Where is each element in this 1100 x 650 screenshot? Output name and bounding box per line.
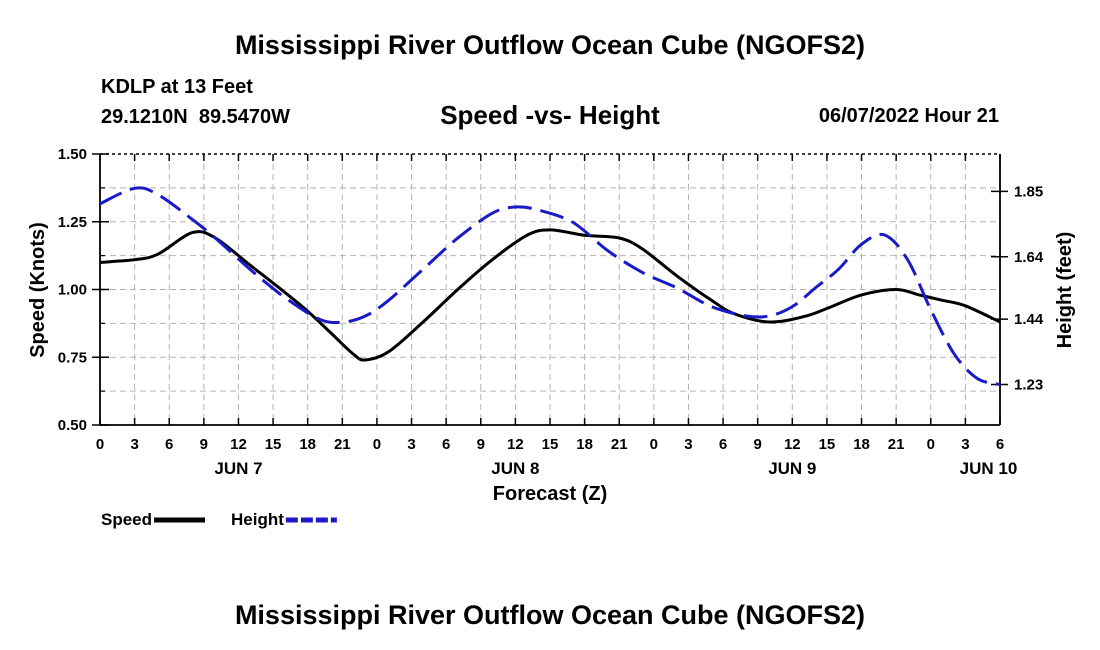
x-tick-label: 6: [165, 436, 173, 453]
y2-tick-label: 1.44: [1014, 311, 1044, 328]
station-label: KDLP at 13 Feet: [101, 76, 253, 98]
x-tick-label: 18: [576, 436, 593, 453]
y-tick-label: 1.00: [58, 282, 87, 299]
y2-axis-label: Height (feet): [1054, 232, 1076, 349]
x-tick-label: 15: [819, 436, 836, 453]
date-label: JUN 10: [960, 459, 1018, 478]
legend-label-height: Height: [231, 510, 284, 529]
x-tick-label: 3: [961, 436, 969, 453]
x-tick-label: 9: [754, 436, 762, 453]
y-tick-label: 0.50: [58, 417, 87, 434]
x-tick-label: 18: [299, 436, 316, 453]
x-tick-label: 18: [853, 436, 870, 453]
x-axis-label: Forecast (Z): [493, 483, 607, 505]
x-tick-label: 21: [611, 436, 628, 453]
x-tick-label: 9: [477, 436, 485, 453]
x-tick-label: 0: [927, 436, 935, 453]
y2-tick-label: 1.64: [1014, 249, 1044, 266]
y2-tick-label: 1.23: [1014, 377, 1043, 394]
x-tick-label: 6: [719, 436, 727, 453]
height-series-line: [99, 186, 1001, 386]
y-tick-label: 1.25: [58, 214, 87, 231]
legend-label-speed: Speed: [101, 510, 152, 529]
x-tick-label: 9: [200, 436, 208, 453]
y-axis-label: Speed (Knots): [27, 222, 49, 358]
chart-subtitle: Speed -vs- Height: [440, 100, 660, 130]
y2-tick-label: 1.85: [1014, 183, 1043, 200]
chart-main-title-repeat: Mississippi River Outflow Ocean Cube (NG…: [234, 600, 866, 630]
date-label: JUN 9: [768, 459, 816, 478]
x-tick-label: 3: [684, 436, 692, 453]
x-tick-label: 6: [996, 436, 1004, 453]
date-label: JUN 8: [491, 459, 539, 478]
date-label: JUN 7: [214, 459, 262, 478]
x-tick-label: 15: [542, 436, 559, 453]
x-tick-label: 12: [230, 436, 247, 453]
x-tick-label: 0: [373, 436, 381, 453]
x-tick-label: 15: [265, 436, 282, 453]
x-tick-label: 0: [650, 436, 658, 453]
y-tick-label: 1.50: [58, 146, 87, 163]
y-tick-label: 0.75: [58, 349, 87, 366]
x-tick-label: 12: [507, 436, 524, 453]
x-tick-label: 21: [334, 436, 351, 453]
chart-main-title: Mississippi River Outflow Ocean Cube (NG…: [234, 30, 866, 60]
x-tick-label: 6: [442, 436, 450, 453]
x-tick-label: 12: [784, 436, 801, 453]
coordinates-label: 29.1210N 89.5470W: [101, 106, 291, 128]
x-tick-label: 21: [888, 436, 905, 453]
x-tick-label: 0: [96, 436, 104, 453]
x-tick-label: 3: [130, 436, 138, 453]
forecast-datetime: 06/07/2022 Hour 21: [818, 105, 999, 127]
speed-height-chart: 0 3 6 9 12 15 18 21 0 3 6 9 12 15 18 21 0 3 6 9 12 15 18 21 0 3 6 0…: [27, 146, 1076, 529]
x-tick-label: 3: [407, 436, 415, 453]
speed-series-line: [99, 228, 1001, 362]
